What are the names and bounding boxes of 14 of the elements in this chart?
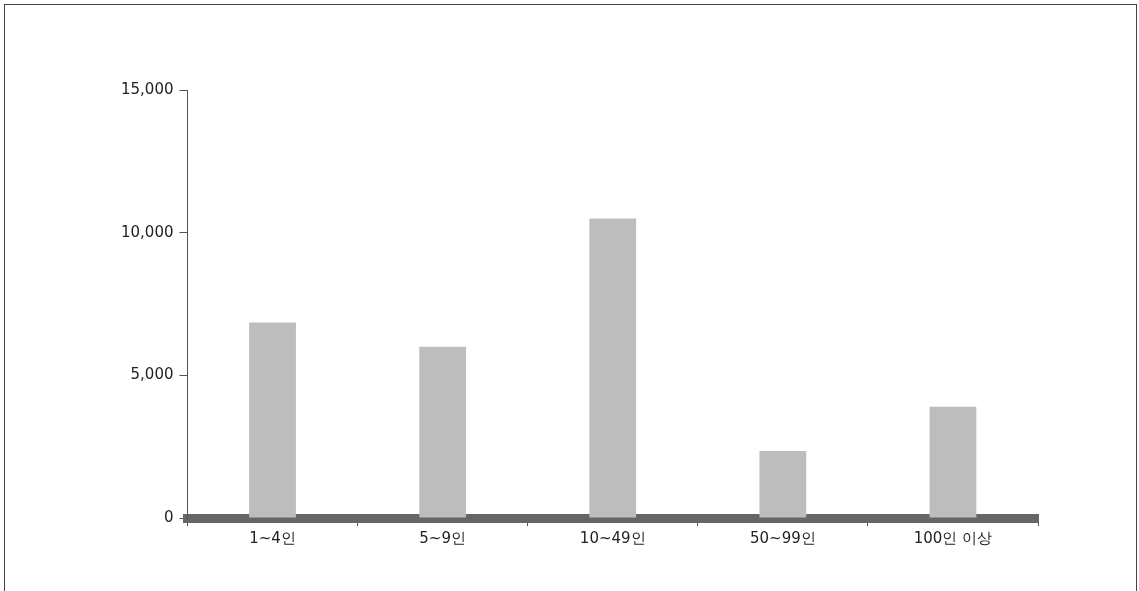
bar: [419, 346, 467, 518]
bar: [759, 450, 807, 518]
bar: [929, 406, 977, 518]
y-tick-label: 15,000: [120, 79, 174, 98]
x-tick-label: 1~4인: [249, 528, 296, 547]
x-tick-label: 5~9인: [419, 528, 466, 547]
y-tick-label: 5,000: [130, 365, 174, 384]
x-tick-label: 100인 이상: [913, 528, 993, 547]
y-tick-label: 0: [163, 507, 174, 526]
x-tick-label: 50~99인: [749, 528, 816, 547]
bar: [589, 218, 637, 518]
y-tick-label: 10,000: [120, 222, 174, 241]
x-tick-label: 10~49인: [579, 528, 646, 547]
bar: [249, 322, 296, 518]
